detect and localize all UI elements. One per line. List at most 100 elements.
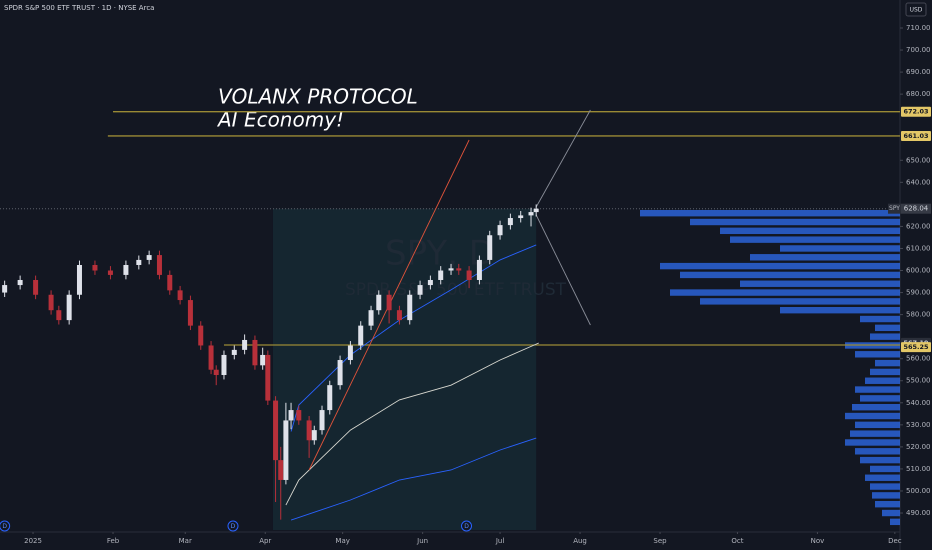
volume-profile-bar [875, 501, 900, 508]
event-label[interactable]: D [2, 523, 7, 530]
volume-profile-bar [860, 456, 900, 464]
volume-profile-bar [660, 262, 900, 270]
volume-profile-bar [750, 254, 900, 261]
x-tick-label: Oct [731, 537, 743, 545]
candle-body [296, 410, 302, 421]
x-tick-label: Nov [811, 537, 825, 545]
y-tick-label: 560.00 [906, 355, 931, 363]
candle-body [92, 265, 98, 271]
price-label: 565.25 [903, 343, 929, 351]
x-tick-label: Aug [573, 537, 587, 545]
volume-profile-bar [855, 351, 900, 358]
y-tick-label: 490.00 [906, 509, 931, 517]
last-price-label: 628.04 [904, 205, 929, 213]
candle-body [48, 294, 54, 311]
watermark-name: SPDR S&P 500 ETF TRUST [345, 280, 567, 300]
candle-body [231, 349, 237, 355]
volume-profile-bar [860, 395, 900, 402]
candle-body [136, 259, 142, 265]
indicator-line [535, 109, 591, 208]
volume-profile-bar [850, 430, 900, 437]
volume-profile-bar [720, 227, 900, 235]
volume-profile-bar [855, 421, 900, 429]
candle-body [167, 274, 173, 291]
candle-body [56, 310, 62, 321]
volume-profile-bar [875, 324, 900, 332]
x-tick-label: Jul [495, 537, 505, 545]
candle-body [347, 345, 353, 361]
candle-body [456, 268, 462, 271]
y-tick-label: 620.00 [906, 222, 931, 230]
candle-body [288, 410, 294, 421]
candle-body [368, 310, 374, 326]
y-tick-label: 680.00 [906, 90, 931, 98]
volume-profile-bar [852, 404, 900, 411]
volume-profile-bar [690, 218, 900, 226]
x-tick-label: 2025 [24, 537, 42, 545]
candle-body [327, 385, 333, 411]
y-tick-label: 640.00 [906, 178, 931, 186]
candle-body [497, 225, 503, 236]
under-layer [272, 208, 900, 531]
indicator-line [290, 437, 537, 521]
candle-body [107, 270, 113, 275]
price-label-box [901, 342, 931, 353]
volume-profile-bar [882, 509, 900, 517]
candle-body [273, 400, 279, 461]
y-tick-label: 600.00 [906, 267, 931, 275]
volume-profile-bar [870, 368, 900, 376]
candle-body [242, 339, 248, 350]
candle-body [156, 255, 162, 275]
candle-body [177, 290, 183, 301]
candle-body [278, 460, 284, 480]
y-tick-label: 520.00 [906, 443, 931, 451]
event-marker[interactable] [227, 520, 239, 532]
volume-profile-bar [680, 271, 900, 279]
event-label[interactable]: D [231, 523, 236, 530]
zone [272, 208, 537, 531]
indicator-line [535, 214, 591, 326]
currency-box[interactable] [905, 2, 927, 17]
candle-body [358, 325, 364, 346]
y-tick-label: 530.00 [906, 421, 931, 429]
x-tick-label: Sep [653, 537, 667, 545]
candle-body [533, 208, 539, 213]
price-label-box [901, 130, 931, 141]
event-marker[interactable] [0, 520, 11, 532]
candle-body [337, 360, 343, 386]
price-label-box [901, 106, 931, 117]
volume-profile-bar [670, 289, 900, 296]
x-tick-label: Dec [888, 537, 902, 545]
volume-profile-bar [870, 333, 900, 340]
volume-profile-bar [855, 448, 900, 455]
candle-body [252, 339, 258, 366]
candle-body [427, 279, 433, 286]
y-tick-label: 690.00 [906, 68, 931, 76]
candle-body [407, 294, 413, 321]
candle-body [466, 270, 472, 280]
event-label[interactable]: D [464, 523, 469, 530]
currency[interactable]: USD [910, 7, 923, 14]
y-tick-label: 500.00 [906, 487, 931, 495]
volume-profile-bar [845, 412, 900, 420]
candle-body [17, 279, 23, 286]
symbol-box [888, 203, 901, 214]
candle-body [376, 294, 382, 311]
candle-body [283, 420, 289, 480]
candle-body [208, 345, 214, 370]
y-tick-label: 550.00 [906, 377, 931, 385]
volume-profile-bar [890, 518, 900, 526]
candle-body [2, 285, 8, 293]
volume-profile-bar [870, 483, 900, 490]
candle-body [260, 354, 266, 366]
last-price-box [901, 203, 931, 214]
x-tick-label: Apr [259, 537, 271, 545]
candle-body [123, 265, 129, 275]
y-tick-label: 650.00 [906, 156, 931, 164]
event-marker[interactable] [461, 520, 473, 532]
volume-profile-bar [700, 298, 900, 305]
candle-body [507, 218, 513, 226]
y-tick-label: 510.00 [906, 465, 931, 473]
candle-body [221, 354, 227, 376]
